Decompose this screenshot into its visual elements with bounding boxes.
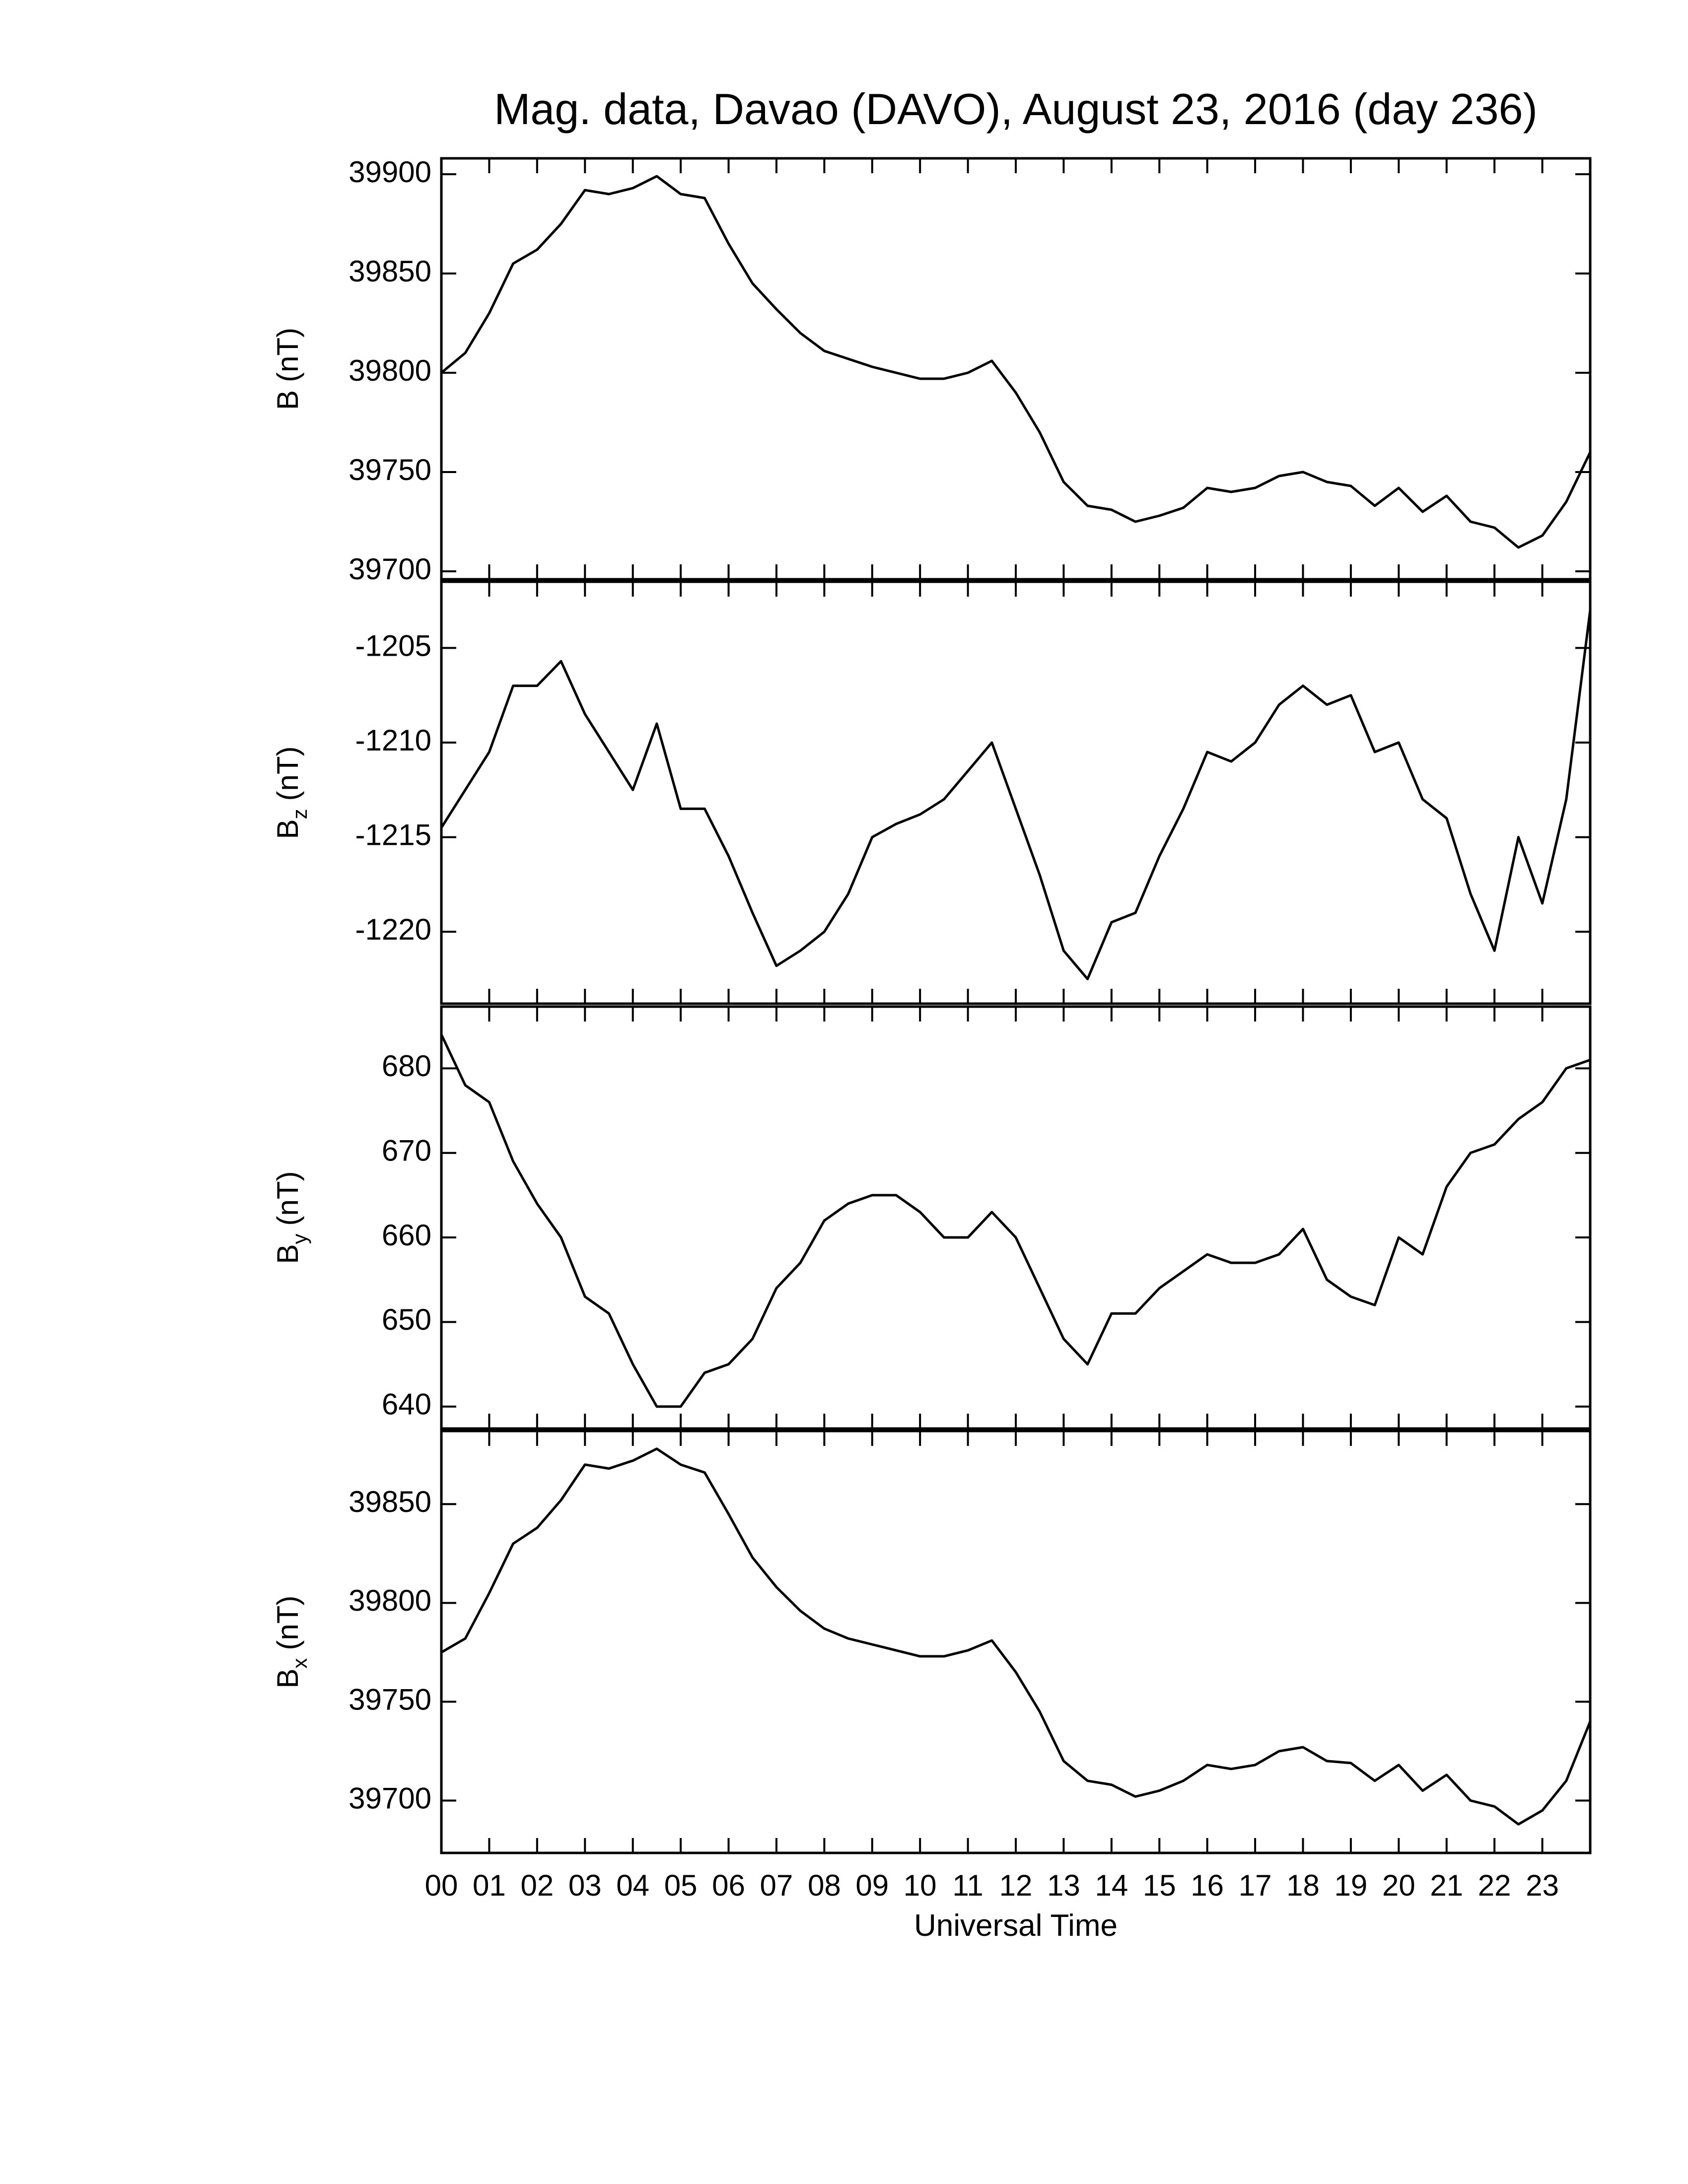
x-tick-label: 10 bbox=[904, 1869, 937, 1902]
x-tick-label: 03 bbox=[568, 1869, 602, 1902]
y-axis-label-main: B bbox=[271, 1244, 304, 1264]
x-tick-label: 22 bbox=[1478, 1869, 1511, 1902]
y-tick-label: 39700 bbox=[349, 552, 431, 586]
x-tick-label: 23 bbox=[1526, 1869, 1559, 1902]
y-axis-label: Bz (nT) bbox=[271, 746, 311, 839]
y-tick-label: 680 bbox=[382, 1049, 431, 1083]
y-axis-label-unit: (nT) bbox=[271, 1171, 304, 1226]
y-tick-label: -1210 bbox=[355, 724, 431, 757]
y-tick-label: 39750 bbox=[349, 1683, 431, 1716]
y-tick-label: 670 bbox=[382, 1134, 431, 1167]
data-line bbox=[440, 610, 1592, 980]
y-tick-label: 39800 bbox=[349, 1584, 431, 1617]
x-axis-label: Universal Time bbox=[914, 1909, 1118, 1943]
y-tick-label: 39900 bbox=[349, 155, 431, 189]
y-axis-label-unit: (nT) bbox=[271, 746, 304, 801]
plot-frame bbox=[440, 1430, 1592, 1854]
y-axis-label-main: B bbox=[271, 390, 304, 410]
x-tick-label: 18 bbox=[1286, 1869, 1320, 1902]
y-tick-label: 39850 bbox=[349, 1485, 431, 1518]
y-tick-label: 640 bbox=[382, 1388, 431, 1421]
x-tick-label: 13 bbox=[1047, 1869, 1080, 1902]
y-axis-label-main: B bbox=[271, 1668, 304, 1688]
chart-title: Mag. data, Davao (DAVO), August 23, 2016… bbox=[494, 84, 1538, 134]
data-line bbox=[440, 1034, 1591, 1408]
x-tick-label: 12 bbox=[999, 1869, 1033, 1902]
y-axis-label-sub: y bbox=[288, 1233, 311, 1244]
y-tick-label: 650 bbox=[382, 1303, 431, 1336]
y-tick-label: -1215 bbox=[355, 818, 431, 851]
y-tick-label: 39800 bbox=[349, 354, 431, 387]
y-tick-label: -1205 bbox=[355, 629, 431, 662]
y-axis-label: B (nT) bbox=[271, 328, 304, 410]
y-tick-label: -1220 bbox=[355, 913, 431, 946]
x-tick-label: 16 bbox=[1191, 1869, 1224, 1902]
plot-frame bbox=[440, 580, 1592, 1005]
x-tick-label: 07 bbox=[760, 1869, 793, 1902]
plot-frame bbox=[440, 157, 1592, 581]
x-tick-label: 17 bbox=[1239, 1869, 1272, 1902]
plot-frame bbox=[440, 1005, 1592, 1430]
y-axis-label: By (nT) bbox=[271, 1171, 311, 1264]
x-tick-label: 00 bbox=[425, 1869, 458, 1902]
x-tick-label: 20 bbox=[1382, 1869, 1415, 1902]
x-tick-label: 15 bbox=[1143, 1869, 1176, 1902]
data-line bbox=[440, 1447, 1592, 1826]
y-axis-label-sub: x bbox=[288, 1658, 311, 1668]
y-axis-label: Bx (nT) bbox=[271, 1595, 311, 1688]
x-tick-label: 06 bbox=[712, 1869, 745, 1902]
y-axis-label-unit: (nT) bbox=[271, 328, 304, 382]
x-tick-label: 01 bbox=[473, 1869, 506, 1902]
y-tick-label: 660 bbox=[382, 1219, 431, 1252]
x-tick-label: 04 bbox=[616, 1869, 649, 1902]
y-axis-label-main: B bbox=[271, 819, 304, 839]
x-tick-label: 21 bbox=[1430, 1869, 1463, 1902]
x-tick-label: 05 bbox=[664, 1869, 698, 1902]
y-tick-label: 39850 bbox=[349, 255, 431, 288]
y-axis-label-unit: (nT) bbox=[271, 1595, 304, 1650]
x-tick-label: 14 bbox=[1095, 1869, 1128, 1902]
y-tick-label: 39750 bbox=[349, 453, 431, 486]
x-tick-label: 08 bbox=[808, 1869, 841, 1902]
x-tick-label: 09 bbox=[855, 1869, 889, 1902]
y-axis-label-sub: z bbox=[288, 809, 311, 819]
data-line bbox=[440, 175, 1592, 549]
x-tick-label: 02 bbox=[520, 1869, 554, 1902]
x-tick-label: 11 bbox=[952, 1869, 983, 1902]
y-tick-label: 39700 bbox=[349, 1781, 431, 1815]
x-tick-label: 19 bbox=[1335, 1869, 1368, 1902]
